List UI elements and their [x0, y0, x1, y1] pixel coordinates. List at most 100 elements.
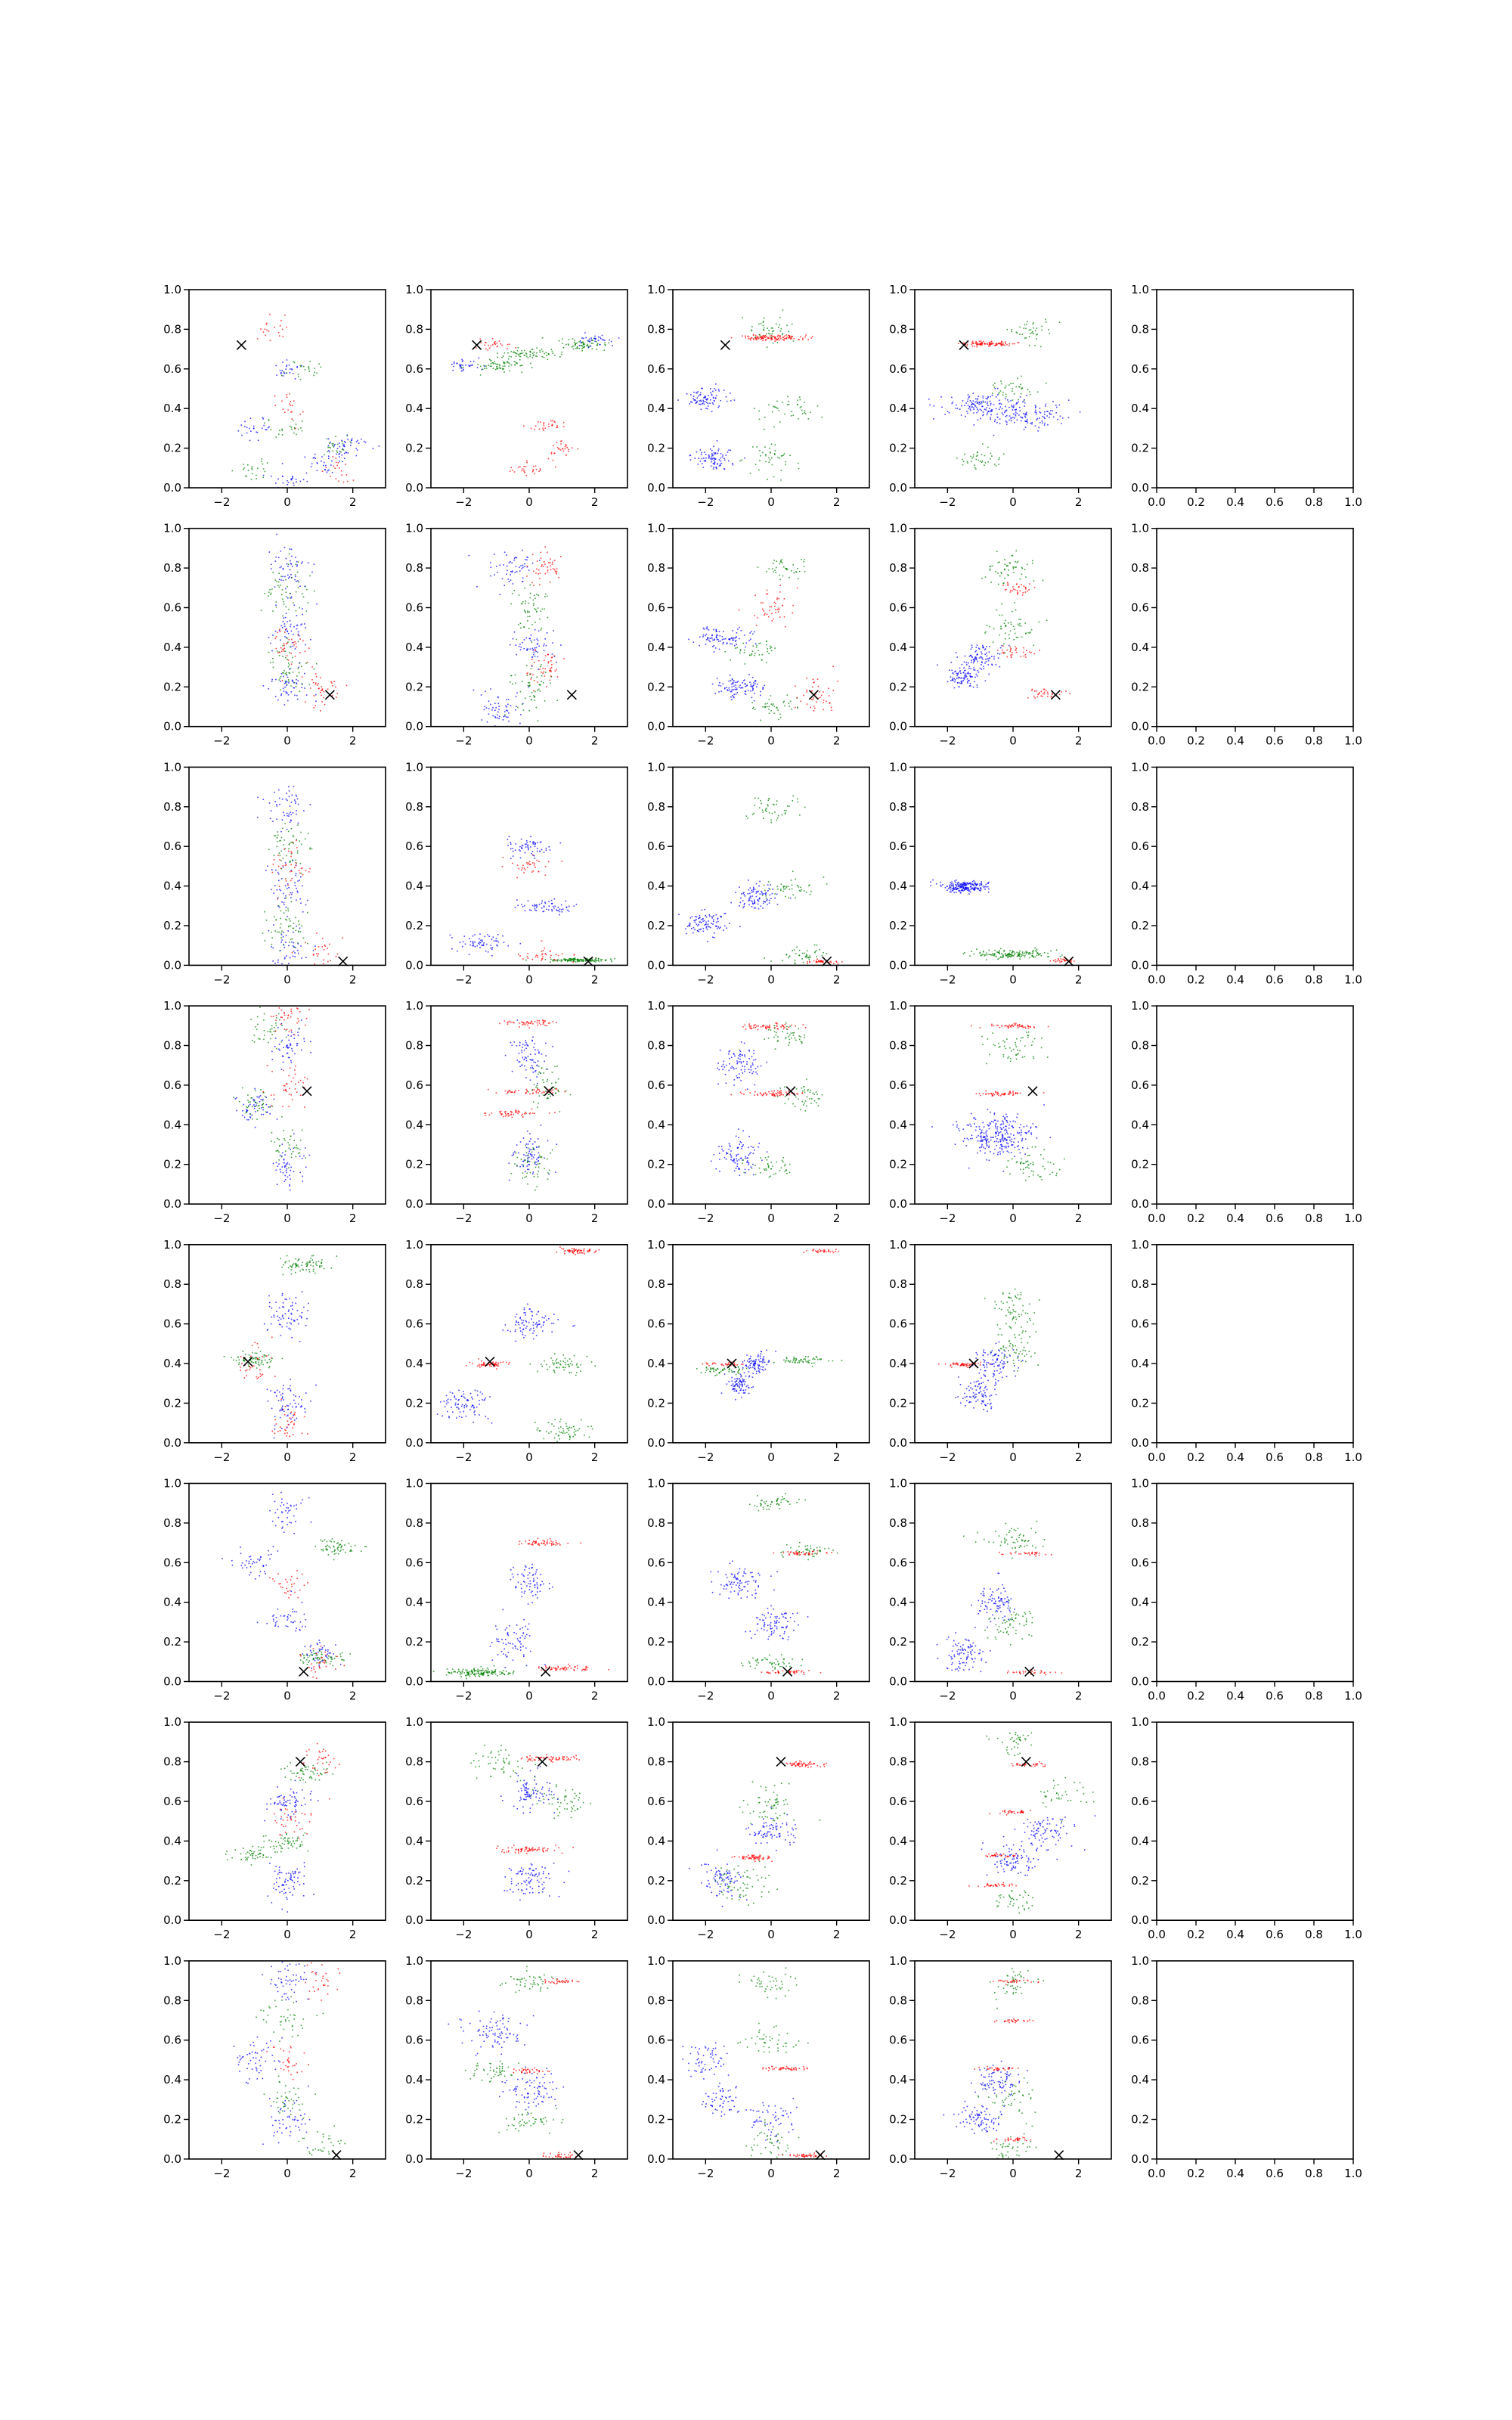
- scatter-point: [999, 653, 1001, 655]
- scatter-point: [550, 903, 553, 904]
- scatter-point: [1010, 648, 1012, 650]
- scatter-point: [292, 841, 294, 843]
- x-tick-label: 0: [1009, 495, 1017, 509]
- scatter-point: [510, 603, 512, 605]
- scatter-point: [770, 695, 772, 697]
- scatter-point: [713, 920, 714, 923]
- scatter-point: [752, 633, 754, 635]
- scatter-point: [293, 942, 295, 944]
- scatter-point: [806, 703, 808, 705]
- scatter-point: [278, 572, 280, 574]
- scatter-point: [965, 887, 967, 889]
- x-marker: [338, 956, 349, 966]
- scatter-point: [285, 591, 287, 593]
- scatter-point: [503, 551, 506, 553]
- scatter-point: [508, 581, 510, 582]
- scatter-point: [287, 642, 288, 644]
- scatter-point: [736, 644, 737, 645]
- scatter-point: [562, 448, 563, 449]
- scatter-point: [270, 429, 272, 430]
- scatter-point: [1033, 327, 1034, 329]
- scatter-point: [543, 852, 545, 853]
- scatter-point: [556, 427, 557, 429]
- scatter-point: [454, 361, 455, 363]
- scatter-point: [975, 885, 978, 886]
- scatter-point: [970, 654, 971, 656]
- scatter-point: [761, 337, 764, 339]
- scatter-point: [785, 954, 788, 955]
- scatter-point: [290, 574, 292, 576]
- scatter-point: [1003, 643, 1005, 645]
- scatter-point: [1012, 651, 1013, 653]
- scatter-point: [561, 353, 562, 355]
- scatter-point: [988, 949, 990, 951]
- scatter-point: [504, 714, 506, 716]
- scatter-point: [469, 365, 471, 367]
- x-marker: [808, 690, 819, 700]
- scatter-point: [775, 406, 776, 408]
- scatter-point: [1016, 590, 1018, 591]
- scatter-point: [957, 672, 959, 674]
- scatter-point: [290, 685, 292, 687]
- scatter-point: [739, 650, 741, 652]
- scatter-point: [290, 653, 292, 654]
- scatter-point: [295, 874, 296, 876]
- scatter-point: [1011, 555, 1013, 557]
- scatter-point: [776, 803, 777, 805]
- scatter-point: [1006, 649, 1009, 651]
- scatter-point: [510, 705, 512, 706]
- scatter-point: [280, 917, 281, 920]
- scatter-point: [1014, 632, 1016, 634]
- scatter-point: [726, 400, 728, 402]
- scatter-point: [750, 683, 752, 685]
- scatter-point: [956, 404, 957, 406]
- scatter-point: [1031, 953, 1033, 954]
- scatter-point: [973, 667, 974, 669]
- scatter-point: [952, 672, 954, 674]
- scatter-point: [1050, 696, 1052, 698]
- scatter-point: [710, 458, 711, 459]
- scatter-point: [290, 623, 292, 625]
- scatter-point: [287, 1056, 290, 1059]
- scatter-point: [493, 940, 495, 942]
- scatter-point: [251, 467, 253, 470]
- scatter-point: [1029, 651, 1030, 653]
- scatter-point: [555, 572, 557, 573]
- scatter-point: [1008, 954, 1010, 956]
- scatter-point: [1018, 953, 1019, 954]
- scatter-point: [544, 352, 545, 355]
- scatter-point: [281, 400, 283, 402]
- scatter-point: [1014, 588, 1016, 591]
- scatter-point: [335, 461, 337, 464]
- scatter-point: [345, 474, 348, 476]
- scatter-point: [810, 706, 811, 709]
- scatter-point: [779, 316, 781, 318]
- scatter-point: [1004, 589, 1006, 591]
- scatter-point: [289, 894, 290, 895]
- scatter-point: [806, 677, 807, 679]
- scatter-point: [266, 322, 268, 324]
- scatter-point: [289, 668, 290, 670]
- scatter-point: [551, 909, 553, 911]
- scatter-point: [971, 343, 973, 345]
- scatter-point: [970, 886, 972, 888]
- scatter-point: [262, 427, 263, 430]
- scatter-point: [699, 400, 701, 402]
- scatter-point: [707, 399, 708, 400]
- scatter-point: [976, 344, 978, 346]
- scatter-point: [713, 400, 715, 402]
- scatter-point: [1042, 415, 1043, 417]
- y-tick-label: 0.8: [647, 322, 665, 336]
- scatter-point: [972, 400, 974, 402]
- scatter-point: [550, 656, 553, 659]
- scatter-point: [723, 631, 724, 632]
- x-tick-label: −2: [939, 973, 956, 986]
- scatter-point: [783, 338, 785, 340]
- scatter-point: [553, 655, 555, 656]
- scatter-point: [965, 675, 968, 678]
- scatter-point: [541, 849, 543, 851]
- scatter-point: [249, 439, 251, 442]
- scatter-point: [511, 571, 513, 573]
- scatter-point: [754, 464, 757, 466]
- scatter-point: [764, 446, 766, 448]
